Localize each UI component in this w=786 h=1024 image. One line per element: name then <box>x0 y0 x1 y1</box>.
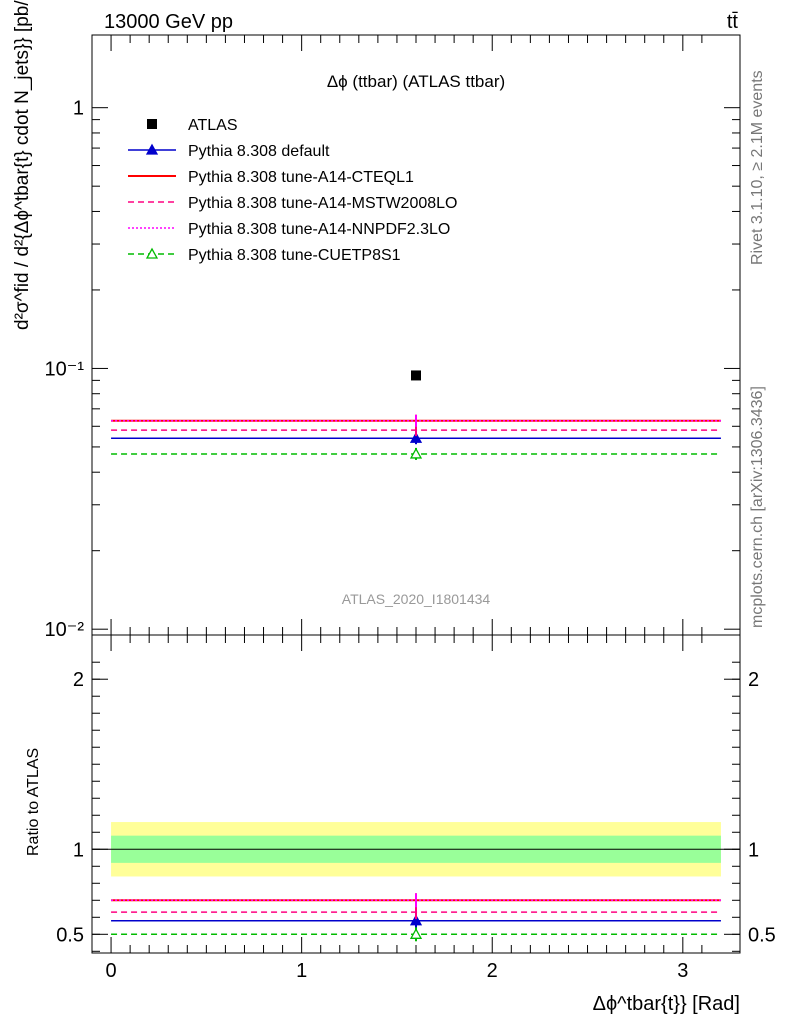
x-tick-label: 0 <box>105 960 116 982</box>
ratio-y-tick-label: 1 <box>73 839 84 861</box>
legend-entry-0: ATLAS <box>147 117 238 134</box>
series-4 <box>111 414 721 427</box>
y-tick-label: 10⁻¹ <box>45 358 85 380</box>
y-tick-label: 10⁻² <box>45 619 85 641</box>
process-label: tt̄ <box>727 11 739 33</box>
legend-label: Pythia 8.308 tune-A14-CTEQL1 <box>188 169 414 186</box>
legend-label: Pythia 8.308 tune-A14-NNPDF2.3LO <box>188 221 450 238</box>
series-1 <box>111 431 721 445</box>
legend-entry-4: Pythia 8.308 tune-A14-NNPDF2.3LO <box>128 221 450 238</box>
main-series <box>111 370 721 460</box>
legend-marker <box>147 119 157 129</box>
ratio-axis-ticks: 0.5 0.5 1 1 2 2 0 1 2 3 <box>56 635 776 982</box>
legend-marker <box>145 143 159 155</box>
series-5 <box>111 447 721 460</box>
legend-label: Pythia 8.308 default <box>188 143 330 160</box>
ratio-marker <box>409 927 423 939</box>
ratio-y-tick-label-right: 1 <box>748 839 759 861</box>
analysis-watermark: ATLAS_2020_I1801434 <box>342 591 491 607</box>
ratio-series-0 <box>111 913 721 928</box>
ratio-series-3 <box>111 893 721 908</box>
legend-entry-1: Pythia 8.308 default <box>128 143 330 160</box>
legend-entry-3: Pythia 8.308 tune-A14-MSTW2008LO <box>128 195 457 212</box>
data-point <box>411 370 421 381</box>
ratio-series-4 <box>111 927 721 942</box>
ratio-marker <box>409 914 423 926</box>
marker <box>409 447 423 459</box>
x-tick-label: 2 <box>487 960 498 982</box>
main-axis-ticks: 10⁻² 10⁻¹ 1 <box>45 35 740 641</box>
ratio-y-tick-label-right: 0.5 <box>748 924 776 946</box>
legend-marker <box>145 247 159 259</box>
ratio-y-tick-label-right: 2 <box>748 669 759 691</box>
energy-label: 13000 GeV pp <box>104 11 233 33</box>
legend-label: ATLAS <box>188 117 238 134</box>
ratio-y-axis-label: Ratio to ATLAS <box>25 748 42 856</box>
x-tick-label: 1 <box>296 960 307 982</box>
ratio-frame <box>91 634 741 954</box>
ratio-panel: 0.5 0.5 1 1 2 2 0 1 2 3 Ratio to ATLAS Δϕ^tbar{t}… <box>25 634 776 1015</box>
ratio-series <box>111 893 721 942</box>
ratio-y-tick-label: 0.5 <box>56 924 84 946</box>
ratio-bands <box>92 822 740 877</box>
x-tick-label: 3 <box>677 960 688 982</box>
rivet-label: Rivet 3.1.10, ≥ 2.1M events <box>749 70 766 265</box>
legend-label: Pythia 8.308 tune-A14-MSTW2008LO <box>188 195 457 212</box>
ratio-y-tick-label: 2 <box>73 669 84 691</box>
legend-label: Pythia 8.308 tune-CUETP8S1 <box>188 247 401 264</box>
mcplots-label: mcplots.cern.ch [arXiv:1306.3436] <box>749 386 766 628</box>
marker <box>409 431 423 443</box>
y-tick-label: 1 <box>73 98 84 120</box>
legend-entry-2: Pythia 8.308 tune-A14-CTEQL1 <box>128 169 414 186</box>
main-panel: Δϕ (ttbar) (ATLAS ttbar) ATLAS_2020_I180… <box>12 0 741 641</box>
main-y-axis-label: d²σ^fid / d²{Δϕ^tbar{t} cdot N_jets}} [p… <box>12 0 33 330</box>
plot-title: Δϕ (ttbar) (ATLAS ttbar) <box>327 72 505 91</box>
ratio-series-2 <box>111 905 721 920</box>
x-axis-label: Δϕ^tbar{t}} [Rad] <box>593 993 740 1015</box>
legend-entry-5: Pythia 8.308 tune-CUETP8S1 <box>128 247 401 264</box>
series-0 <box>411 370 421 381</box>
legend: ATLAS Pythia 8.308 default Pythia 8.308 tu… <box>128 117 457 264</box>
